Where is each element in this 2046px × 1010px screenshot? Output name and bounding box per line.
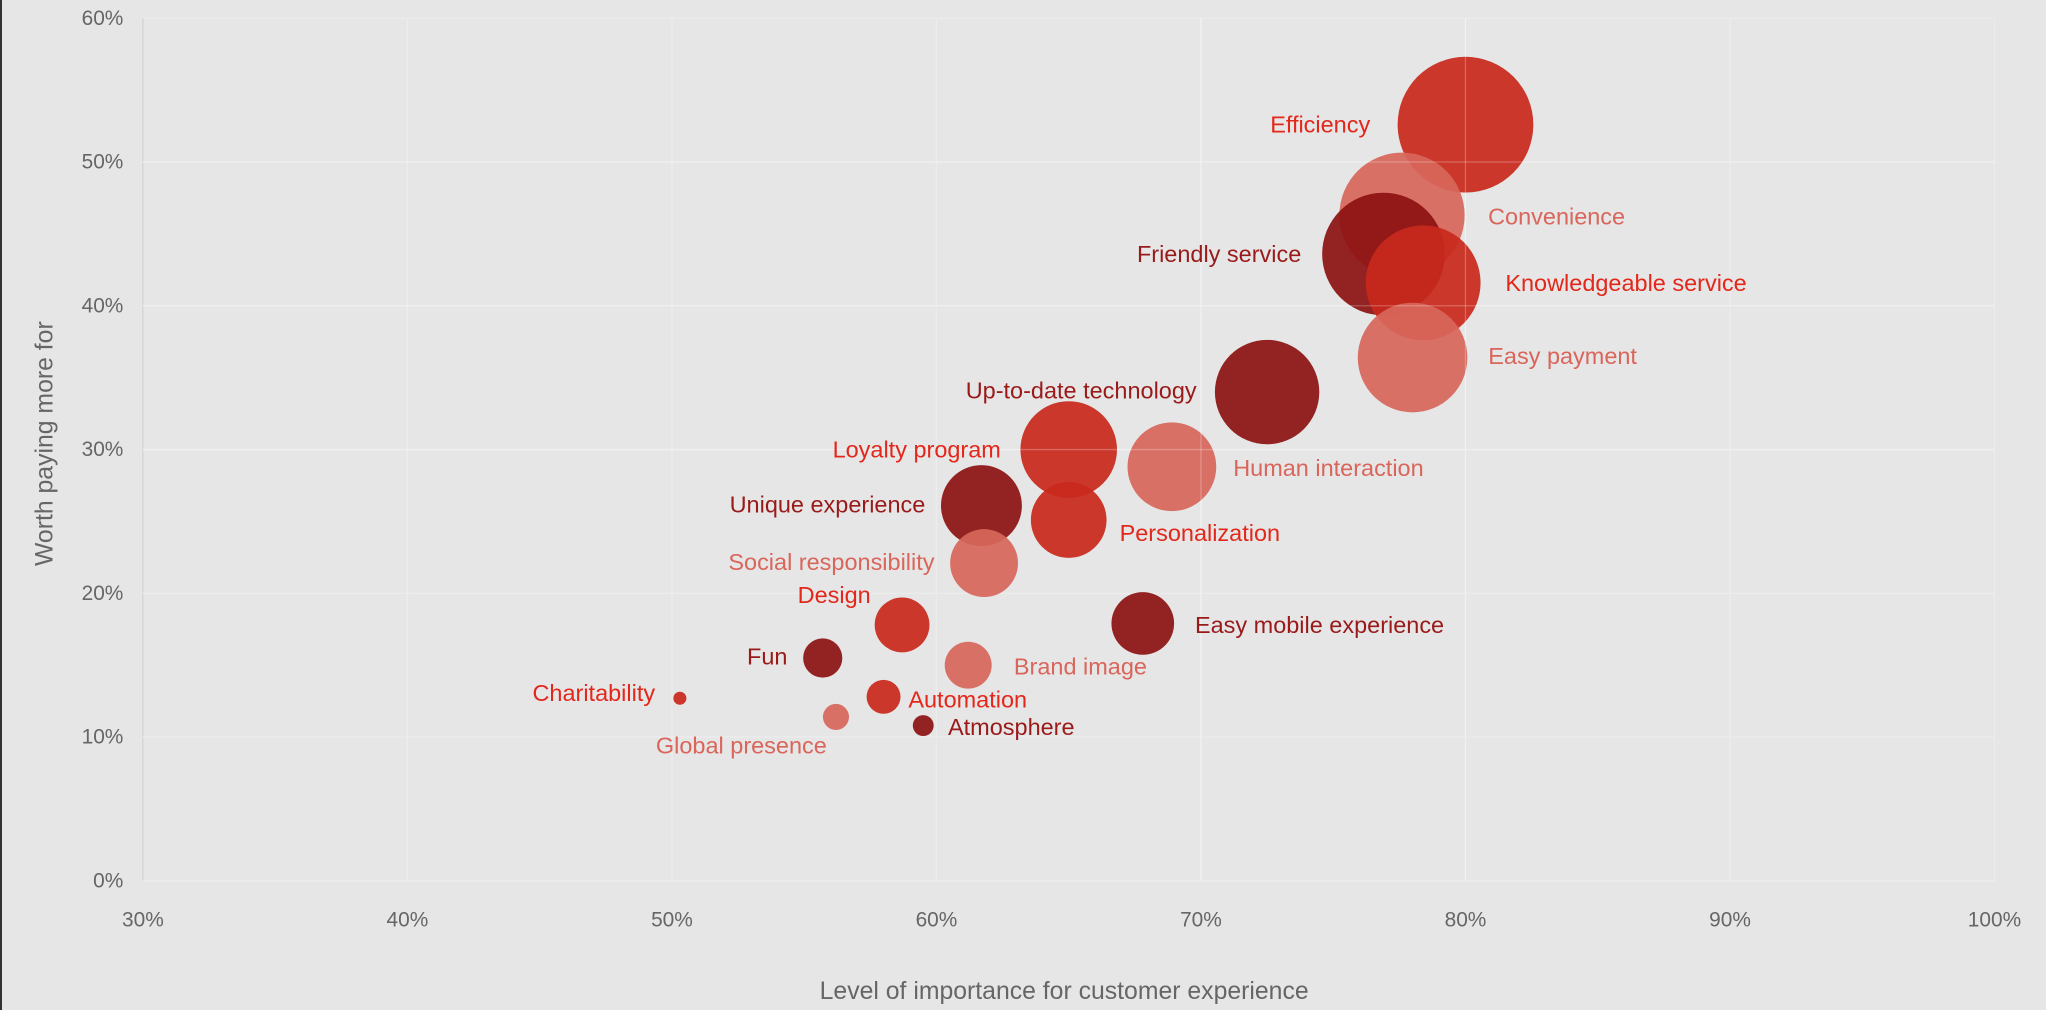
bubble-label: Unique experience xyxy=(730,491,926,517)
bubble-unique-experience[interactable] xyxy=(940,465,1022,547)
bubble-labels: Efficiency Convenience Friendly service Kno… xyxy=(532,112,1746,759)
y-tick-label: 10% xyxy=(82,726,124,749)
bubble-label: Atmosphere xyxy=(948,714,1075,740)
bubble-charitability[interactable] xyxy=(673,691,687,705)
grid-overlay xyxy=(142,18,1995,881)
bubble-label: Friendly service xyxy=(1137,241,1301,267)
y-tick-label: 50% xyxy=(82,151,124,174)
y-tick-label: 30% xyxy=(82,438,124,461)
bubbles xyxy=(673,56,1534,736)
x-axis-ticks: 30% 40% 50% 60% 70% 80% 90% 100% xyxy=(122,908,2021,931)
y-tick-label: 20% xyxy=(82,582,124,605)
bubble-label: Easy mobile experience xyxy=(1195,612,1444,638)
bubble-label: Fun xyxy=(747,644,787,670)
bubble-label: Brand image xyxy=(1014,653,1147,679)
y-axis-ticks: 0% 10% 20% 30% 40% 50% 60% xyxy=(82,7,124,893)
bubble-atmosphere[interactable] xyxy=(912,715,934,736)
bubble-loyalty-program[interactable] xyxy=(1020,401,1117,498)
bubble-fun[interactable] xyxy=(803,638,843,678)
bubble-label: Knowledgeable service xyxy=(1505,270,1746,296)
bubble-easy-payment[interactable] xyxy=(1357,302,1468,413)
bubble-label: Design xyxy=(798,582,871,608)
bubble-label: Convenience xyxy=(1488,204,1625,230)
x-tick-label: 40% xyxy=(387,908,429,931)
bubble-label: Human interaction xyxy=(1233,455,1423,481)
bubble-label: Loyalty program xyxy=(833,437,1001,463)
x-tick-label: 90% xyxy=(1709,908,1751,931)
y-axis-title: Worth paying more for xyxy=(32,321,59,566)
bubble-brand-image[interactable] xyxy=(944,641,992,689)
bubble-label: Up-to-date technology xyxy=(966,378,1197,404)
bubble-human-interaction[interactable] xyxy=(1127,422,1217,512)
x-axis-title: Level of importance for customer experie… xyxy=(820,978,1309,1005)
y-tick-label: 60% xyxy=(82,7,124,30)
bubble-social-responsibility[interactable] xyxy=(950,529,1018,598)
bubble-easy-mobile-experience[interactable] xyxy=(1111,592,1175,655)
bubble-up-to-date-technology[interactable] xyxy=(1214,339,1320,445)
bubble-label: Charitability xyxy=(532,680,655,706)
x-tick-label: 60% xyxy=(916,908,958,931)
bubble-label: Global presence xyxy=(656,733,827,759)
x-tick-label: 70% xyxy=(1180,908,1222,931)
y-tick-label: 40% xyxy=(82,294,124,317)
bubble-label: Automation xyxy=(908,686,1027,712)
x-tick-label: 80% xyxy=(1445,908,1487,931)
x-tick-label: 100% xyxy=(1968,908,2021,931)
bubble-label: Social responsibility xyxy=(728,549,934,575)
bubble-label: Efficiency xyxy=(1270,112,1370,138)
x-tick-label: 30% xyxy=(122,908,164,931)
bubble-efficiency[interactable] xyxy=(1397,56,1534,193)
bubble-automation[interactable] xyxy=(866,679,901,714)
bubble-global-presence[interactable] xyxy=(822,703,849,730)
bubble-label: Easy payment xyxy=(1488,343,1637,369)
y-tick-label: 0% xyxy=(93,869,123,892)
bubble-label: Personalization xyxy=(1120,520,1280,546)
x-tick-label: 50% xyxy=(651,908,693,931)
bubble-design[interactable] xyxy=(874,597,930,653)
bubble-personalization[interactable] xyxy=(1030,482,1107,558)
